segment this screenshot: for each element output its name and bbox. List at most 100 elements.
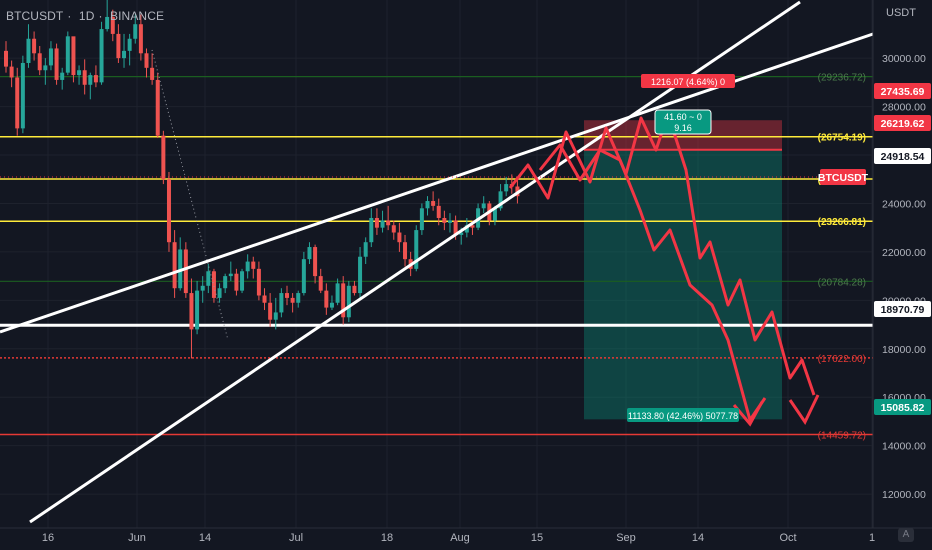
candle-body (183, 249, 188, 294)
candle-body (43, 65, 48, 71)
price-tag-text: 26219.62 (881, 118, 925, 130)
y-tick-label: 30000.00 (882, 53, 926, 65)
symbol-name: BTCUSDT (6, 9, 64, 23)
candle-body (116, 33, 121, 59)
candle-body (414, 230, 419, 269)
candle-body (217, 288, 222, 298)
candle-body (110, 16, 115, 34)
candle-body (301, 259, 306, 294)
candle-body (223, 276, 228, 289)
candle-body (20, 62, 25, 129)
candle-body (374, 217, 379, 228)
candle-body (352, 285, 357, 294)
level-label: (29236.72) (818, 73, 866, 84)
price-tags: 27435.69 26219.62 24918.54 BTCUSDT 18970.79 1… (0, 83, 931, 415)
position-zones (584, 120, 782, 420)
target-label-box (627, 408, 739, 422)
candle-body (138, 24, 143, 54)
candle-body (380, 220, 385, 228)
auto-scale-button[interactable]: A (898, 528, 914, 542)
candle-body (9, 66, 14, 78)
x-tick-label: Oct (779, 532, 796, 544)
candle-body (464, 225, 469, 233)
candle-body (48, 48, 53, 66)
projected-path (538, 143, 767, 422)
candle-body (442, 217, 447, 223)
price-tag-box (874, 301, 931, 317)
candle-body (99, 29, 104, 83)
x-tick-label: 18 (381, 532, 393, 544)
candle-body (105, 16, 110, 30)
candle-body (256, 268, 261, 296)
candle-body (54, 48, 59, 80)
candle-body (262, 295, 267, 303)
candle-body (436, 205, 441, 218)
x-tick-label: Jul (289, 532, 303, 544)
candle-body (211, 271, 216, 298)
candle-body (26, 38, 31, 63)
price-tag-box (874, 83, 931, 99)
x-tick-label: Aug (450, 532, 470, 544)
candle-body (234, 273, 239, 291)
candle-body (15, 77, 20, 129)
x-tick-label: 14 (199, 532, 211, 544)
candle-body (228, 273, 233, 277)
candle-body (335, 283, 340, 303)
candle-body (285, 293, 289, 298)
candle-body (166, 179, 171, 243)
projected-path (508, 112, 816, 396)
candle-body (268, 302, 273, 320)
candle-body (245, 261, 250, 272)
y-tick-label: 18000.00 (882, 344, 926, 356)
candles (4, 0, 520, 359)
candle-body (397, 232, 402, 243)
candle-body (481, 203, 486, 209)
price-tag-box (874, 148, 931, 164)
candle-body (279, 293, 284, 313)
interval-label: 1D (78, 9, 95, 23)
target-label-text: 11133.80 (42.46%) 5077.78 (628, 411, 738, 421)
candle-body (240, 271, 245, 291)
symbol-header: BTCUSDT · 1D · BINANCE (6, 9, 165, 23)
level-label: (26754.19) (818, 133, 866, 144)
candle-body (88, 75, 93, 85)
candle-body (77, 70, 82, 76)
candle-body (144, 53, 149, 68)
candle-body (369, 217, 374, 243)
candle-body (60, 72, 65, 80)
y-tick-label: 28000.00 (882, 102, 926, 114)
axis-unit-label: USDT (886, 7, 916, 19)
time-axis: 16 Jun 14 Jul 18 Aug 15 Sep 14 Oct 1 (0, 527, 932, 544)
candle-body (419, 208, 424, 231)
candle-body (431, 201, 436, 206)
entry-label-top: 41.60 ~ 0 (664, 112, 702, 122)
candle-body (307, 247, 312, 260)
level-label: (14459.72) (818, 431, 866, 442)
candle-body (403, 242, 408, 260)
candle-body (71, 36, 76, 76)
candle-body (127, 38, 132, 51)
price-tag-text: BTCUSDT (818, 172, 869, 184)
x-tick-label: Sep (616, 532, 636, 544)
price-tag-text: 27435.69 (881, 86, 925, 98)
candle-body (32, 38, 37, 54)
candle-body (296, 293, 301, 303)
level-label: (20784.28) (818, 277, 866, 288)
candle-body (133, 24, 138, 39)
level-label: (17622.00) (818, 354, 866, 365)
candle-body (504, 184, 509, 192)
candle-body (206, 271, 211, 286)
candle-body (37, 53, 42, 71)
candle-body (65, 36, 70, 73)
candle-body (251, 261, 256, 269)
candle-body (346, 285, 351, 318)
candle-body (498, 191, 503, 209)
candle-body (189, 293, 194, 330)
candle-body (391, 225, 396, 233)
candle-body (150, 67, 155, 80)
candle-body (470, 225, 475, 228)
candle-body (425, 201, 430, 209)
exchange-label: BINANCE (110, 9, 165, 23)
candle-body (290, 297, 295, 303)
